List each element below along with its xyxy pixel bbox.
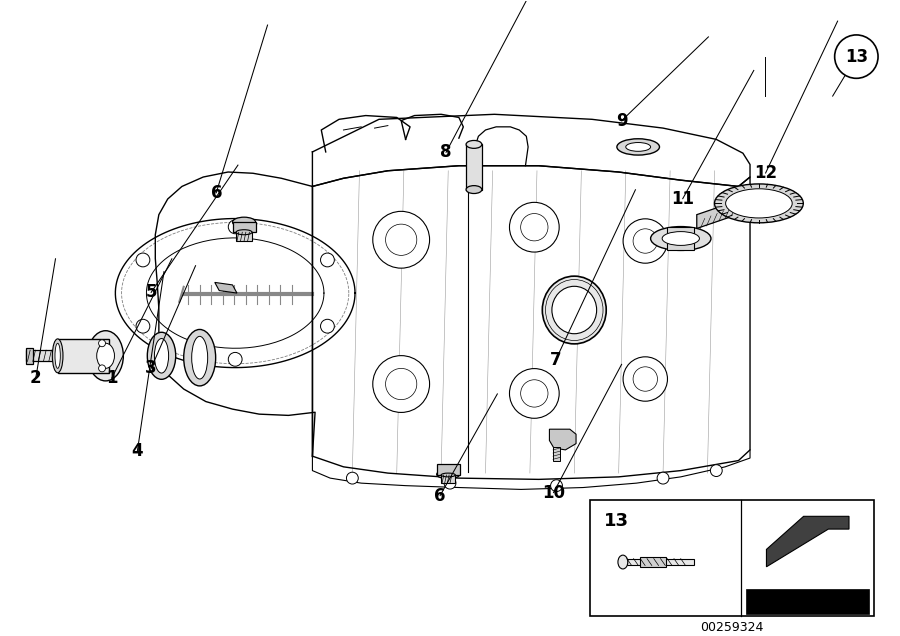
Circle shape (509, 369, 559, 418)
Circle shape (385, 224, 417, 256)
Circle shape (320, 253, 334, 267)
Ellipse shape (662, 232, 699, 245)
Circle shape (229, 220, 242, 234)
Ellipse shape (543, 276, 607, 344)
Text: 13: 13 (604, 512, 629, 530)
Ellipse shape (155, 338, 168, 373)
Circle shape (99, 365, 105, 372)
Circle shape (229, 352, 242, 366)
Circle shape (551, 480, 562, 492)
Ellipse shape (651, 226, 711, 251)
Ellipse shape (436, 470, 460, 479)
Circle shape (657, 472, 669, 484)
Bar (58, 339, 109, 373)
Ellipse shape (466, 186, 482, 193)
Ellipse shape (236, 230, 252, 235)
Bar (26, 348, 32, 364)
Ellipse shape (55, 343, 60, 368)
Bar (232, 222, 256, 232)
Circle shape (136, 319, 149, 333)
Text: 1: 1 (106, 369, 118, 387)
Bar (553, 446, 561, 460)
Circle shape (633, 367, 658, 391)
Ellipse shape (725, 189, 792, 218)
Circle shape (710, 465, 722, 476)
Bar (590, 500, 874, 616)
Circle shape (521, 380, 548, 407)
Bar (236, 232, 252, 241)
Circle shape (385, 368, 417, 399)
Circle shape (444, 477, 456, 489)
Text: 6: 6 (211, 184, 222, 202)
Ellipse shape (148, 332, 176, 379)
Bar (26, 350, 59, 361)
Ellipse shape (626, 142, 651, 151)
Bar (746, 588, 869, 614)
Circle shape (346, 472, 358, 484)
Bar (441, 475, 455, 483)
Bar (466, 144, 482, 190)
Ellipse shape (88, 331, 123, 381)
Polygon shape (549, 429, 576, 450)
Circle shape (373, 356, 429, 412)
Circle shape (509, 202, 559, 252)
Text: 00259324: 00259324 (700, 621, 764, 635)
Text: 8: 8 (440, 143, 452, 162)
Text: 2: 2 (30, 369, 41, 387)
Ellipse shape (184, 329, 216, 386)
Ellipse shape (441, 473, 455, 477)
Bar (668, 226, 694, 251)
Circle shape (320, 319, 334, 333)
Bar (626, 558, 694, 565)
Ellipse shape (192, 336, 208, 379)
Text: 12: 12 (754, 164, 778, 182)
Text: 9: 9 (616, 112, 627, 130)
Ellipse shape (618, 555, 628, 569)
Ellipse shape (715, 184, 804, 223)
Circle shape (623, 219, 668, 263)
Circle shape (834, 35, 878, 78)
Text: 5: 5 (146, 284, 157, 301)
Bar (640, 557, 666, 567)
Ellipse shape (466, 141, 482, 148)
Circle shape (99, 340, 105, 347)
Circle shape (521, 214, 548, 241)
Text: 7: 7 (550, 352, 562, 370)
Circle shape (623, 357, 668, 401)
Circle shape (136, 253, 149, 267)
Ellipse shape (232, 217, 256, 227)
Text: 11: 11 (671, 190, 694, 207)
Text: 10: 10 (542, 483, 565, 502)
Ellipse shape (616, 139, 660, 155)
Bar (436, 464, 460, 475)
Ellipse shape (96, 343, 114, 368)
Polygon shape (767, 516, 849, 567)
Text: 13: 13 (845, 48, 868, 66)
Ellipse shape (52, 339, 63, 373)
Circle shape (373, 211, 429, 268)
Circle shape (633, 229, 658, 253)
Polygon shape (697, 196, 752, 228)
Text: 4: 4 (131, 442, 143, 460)
Text: 3: 3 (145, 359, 157, 377)
Ellipse shape (552, 286, 597, 334)
Polygon shape (215, 282, 237, 293)
Text: 6: 6 (435, 487, 446, 504)
